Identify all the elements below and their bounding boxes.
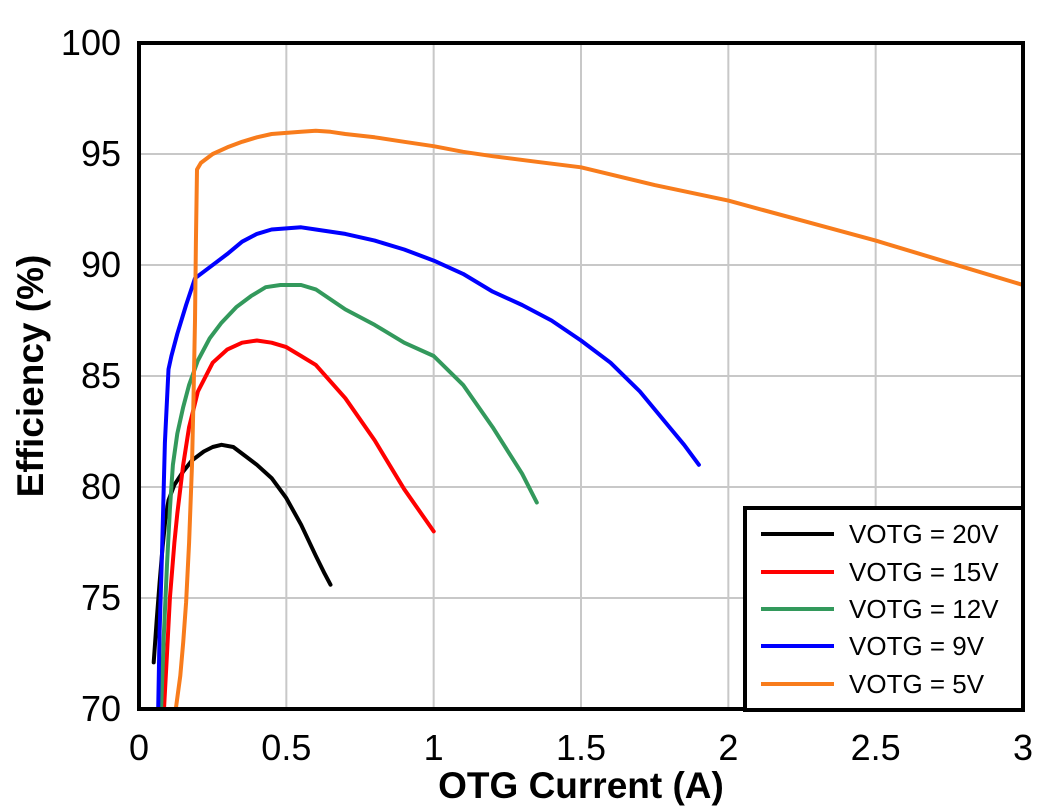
legend-line-sample [761, 681, 834, 686]
legend-entry: VOTG = 5V [747, 671, 1021, 697]
x-axis-tick-label: 3 [1012, 727, 1034, 768]
y-axis-tick-label: 90 [80, 244, 121, 286]
legend: VOTG = 20V VOTG = 15V VOTG = 12V VOTG = … [743, 506, 1025, 712]
legend-line-sample [761, 569, 834, 574]
legend-line-sample [761, 606, 834, 611]
legend-label: VOTG = 20V [849, 519, 999, 550]
series-line-votg-12v [159, 283, 539, 711]
x-axis-tick-label: 0 [128, 727, 150, 768]
legend-label: VOTG = 5V [849, 668, 985, 699]
x-axis-tick-label: 0.5 [261, 727, 312, 768]
legend-label: VOTG = 12V [849, 593, 999, 624]
legend-line-sample [761, 532, 834, 537]
series-line-votg-15v [162, 338, 436, 711]
plot-border [137, 41, 1025, 711]
legend-entry: VOTG = 12V [747, 596, 1021, 622]
y-axis-tick-label: 75 [80, 577, 121, 619]
y-axis-tick-label: 85 [80, 355, 121, 397]
y-axis-tick-label: 70 [80, 688, 121, 730]
x-axis-tick-label: 1 [423, 727, 444, 768]
x-axis-tick-label: 2.5 [850, 727, 901, 768]
x-axis-tick-label: 1.5 [555, 727, 607, 768]
y-axis-title: Efficiency (%) [10, 254, 51, 498]
legend-label: VOTG = 15V [849, 556, 999, 587]
y-axis-tick-label: 95 [80, 133, 121, 175]
series-line-votg-9v [156, 225, 701, 711]
legend-entry: VOTG = 15V [747, 559, 1021, 585]
legend-entry: VOTG = 9V [747, 633, 1021, 659]
x-axis-tick-label: 2 [718, 727, 739, 768]
series-line-votg-5v [173, 128, 1025, 711]
x-axis-title: OTG Current (A) [438, 765, 724, 806]
legend-line-sample [761, 644, 834, 649]
legend-entry: VOTG = 20V [747, 521, 1021, 547]
legend-label: VOTG = 9V [849, 631, 985, 662]
y-axis-tick-label: 100 [60, 22, 121, 64]
y-axis-tick-label: 80 [80, 466, 121, 508]
